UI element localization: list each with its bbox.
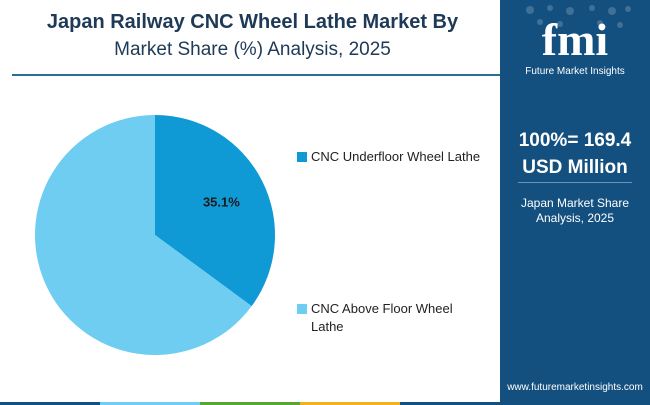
legend-label-underfloor: CNC Underfloor Wheel Lathe: [311, 149, 481, 164]
pie-chart: 35.1%: [35, 115, 275, 355]
market-total-value: 100%= 169.4: [518, 130, 632, 151]
fmi-logo: fmi Future Market Insights: [525, 5, 631, 77]
legend-item-underfloor: CNC Underfloor Wheel Lathe: [297, 148, 480, 166]
pie-slice-above-floor: [35, 115, 252, 355]
panel-divider: [518, 182, 632, 183]
chart-title: Japan Railway CNC Wheel Lathe Market By …: [10, 8, 495, 64]
legend-label-above-floor: CNC Above Floor Wheel Lathe: [311, 301, 453, 334]
website-url: www.futuremarketinsights.com: [507, 382, 643, 393]
pie-data-label-0: 35.1%: [203, 194, 240, 209]
legend-swatch-above-floor: [297, 304, 307, 314]
pie-slice-underfloor: [155, 115, 275, 307]
bottom-accent-bar: [0, 402, 500, 405]
title-line-2: Market Share (%) Analysis, 2025: [114, 39, 391, 60]
logo-mark: fmi: [542, 14, 609, 65]
logo-brand-name: Future Market Insights: [525, 66, 624, 77]
panel-subtitle: Japan Market Share Analysis, 2025: [520, 196, 630, 225]
legend-item-above-floor: CNC Above Floor Wheel Lathe: [297, 300, 477, 336]
info-panel: fmi Future Market Insights 100%= 169.4 U…: [500, 0, 650, 405]
title-divider: [12, 74, 502, 76]
legend-swatch-underfloor: [297, 152, 307, 162]
market-total-unit: USD Million: [522, 157, 628, 178]
title-line-1: Japan Railway CNC Wheel Lathe Market By: [46, 11, 459, 33]
market-total: 100%= 169.4 USD Million: [500, 127, 650, 181]
